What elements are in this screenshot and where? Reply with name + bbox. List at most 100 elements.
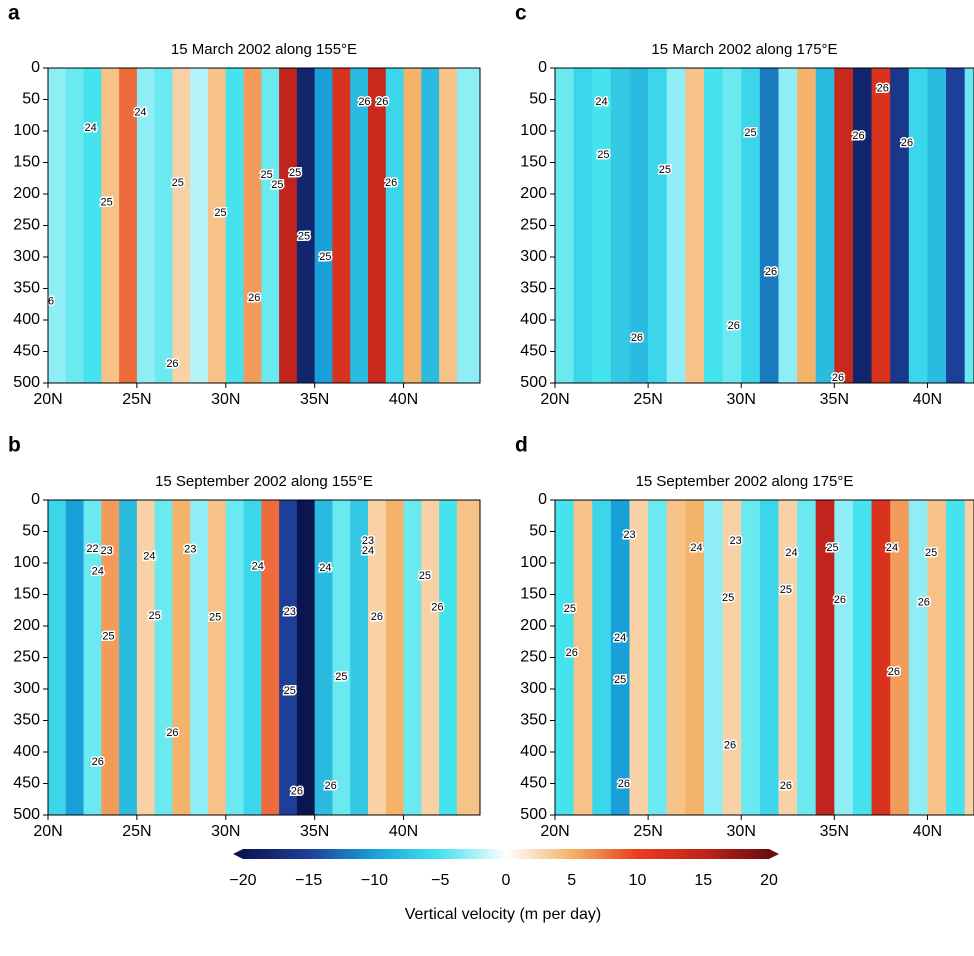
colorbar-tick-label: 10: [629, 872, 647, 889]
x-tick-label: 40N: [389, 823, 418, 840]
heat-column: [815, 500, 835, 815]
contour-label: 26: [166, 727, 178, 739]
y-tick-label: 250: [13, 649, 40, 666]
y-tick-label: 50: [22, 523, 40, 540]
heat-column: [190, 500, 209, 815]
y-tick-label: 350: [13, 280, 40, 297]
contour-label: 26: [325, 780, 337, 792]
contour-label: 26: [618, 778, 630, 790]
y-tick-label: 100: [520, 554, 547, 571]
y-tick-label: 450: [520, 775, 547, 792]
heat-column: [279, 500, 298, 815]
panel-title: 15 September 2002 along 155°E: [155, 473, 373, 490]
heat-column: [439, 500, 458, 815]
heat-column: [83, 68, 102, 383]
heat-column: [908, 500, 928, 815]
heat-column: [964, 500, 974, 815]
contour-label: 25: [419, 570, 431, 582]
contour-label: 24: [595, 96, 607, 108]
contour-label: 25: [659, 164, 671, 176]
heat-column: [666, 68, 686, 383]
colorbar-max-arrow: [769, 849, 779, 859]
y-tick-label: 250: [520, 649, 547, 666]
heat-column: [946, 68, 966, 383]
heat-column: [225, 500, 245, 815]
y-tick-label: 200: [13, 617, 40, 634]
x-tick-label: 35N: [820, 823, 849, 840]
x-tick-label: 40N: [913, 823, 942, 840]
heat-column: [261, 500, 280, 815]
colorbar-tick-label: 15: [694, 872, 712, 889]
heat-column: [685, 500, 705, 815]
contour-label: 26: [371, 611, 383, 623]
contour-label: 26: [376, 96, 388, 108]
heat-column: [208, 68, 227, 383]
contour-label: 26: [834, 594, 846, 606]
heat-column: [797, 500, 817, 815]
heat-column: [48, 68, 67, 383]
y-tick-label: 50: [529, 523, 547, 540]
heat-column: [119, 500, 138, 815]
contour-label: 26: [291, 786, 303, 798]
y-tick-label: 300: [520, 680, 547, 697]
contour-label: 25: [780, 584, 792, 596]
y-tick-label: 500: [520, 806, 547, 823]
contour-label: 26: [852, 130, 864, 142]
contour-label: 26: [631, 332, 643, 344]
contour-label: 26: [92, 756, 104, 768]
heat-column: [703, 68, 724, 383]
heat-column: [573, 68, 593, 383]
contour-label: 24: [614, 632, 626, 644]
contour-label: 25: [319, 251, 331, 263]
contour-label: 22: [86, 543, 98, 555]
contour-label: 26: [877, 83, 889, 95]
heat-column: [648, 500, 668, 815]
heat-column: [279, 68, 298, 383]
heat-column: [296, 68, 316, 383]
heat-column: [172, 68, 191, 383]
heatmap: 23 24 23 24 25 24 25 25 25 26 26 25 24 26 25 26 26 26 26: [555, 500, 974, 815]
y-tick-label: 100: [13, 554, 40, 571]
heat-column: [555, 500, 575, 815]
contour-label: 26: [918, 597, 930, 609]
colorbar-tick-label: 5: [567, 872, 576, 889]
heat-column: [592, 500, 612, 815]
contour-label: 25: [284, 685, 296, 697]
contour-label: 24: [319, 562, 331, 574]
contour-label: 25: [722, 592, 734, 604]
colorbar-tick-label: −5: [431, 872, 449, 889]
contour-label: 24: [886, 542, 898, 554]
contour-label: 25: [564, 603, 576, 615]
contour-label: 25: [298, 231, 310, 243]
heat-column: [555, 68, 575, 383]
heat-column: [385, 500, 405, 815]
heat-column: [759, 68, 779, 383]
heat-column: [927, 500, 947, 815]
y-tick-label: 150: [520, 154, 547, 171]
heat-column: [456, 500, 480, 815]
heat-column: [610, 500, 630, 815]
contour-label: 25: [744, 127, 756, 139]
contour-label: 26: [385, 177, 397, 189]
contour-label: 26: [724, 740, 736, 752]
y-tick-label: 0: [31, 59, 40, 76]
heat-column: [927, 68, 947, 383]
heat-column: [83, 500, 102, 815]
heat-column: [332, 500, 351, 815]
y-tick-label: 450: [13, 343, 40, 360]
heat-column: [741, 500, 761, 815]
heat-column: [403, 68, 422, 383]
contour-label: 25: [101, 197, 113, 209]
contour-label: 26: [888, 666, 900, 678]
contour-label: 25: [102, 631, 114, 643]
heat-column: [685, 68, 705, 383]
heat-column: [225, 68, 245, 383]
contour-label: 26: [42, 296, 54, 308]
heat-column: [154, 500, 173, 815]
contour-label: 25: [149, 610, 161, 622]
x-tick-label: 25N: [633, 823, 662, 840]
contour-label: 25: [261, 169, 273, 181]
x-tick-label: 20N: [33, 823, 62, 840]
heat-column: [815, 68, 835, 383]
